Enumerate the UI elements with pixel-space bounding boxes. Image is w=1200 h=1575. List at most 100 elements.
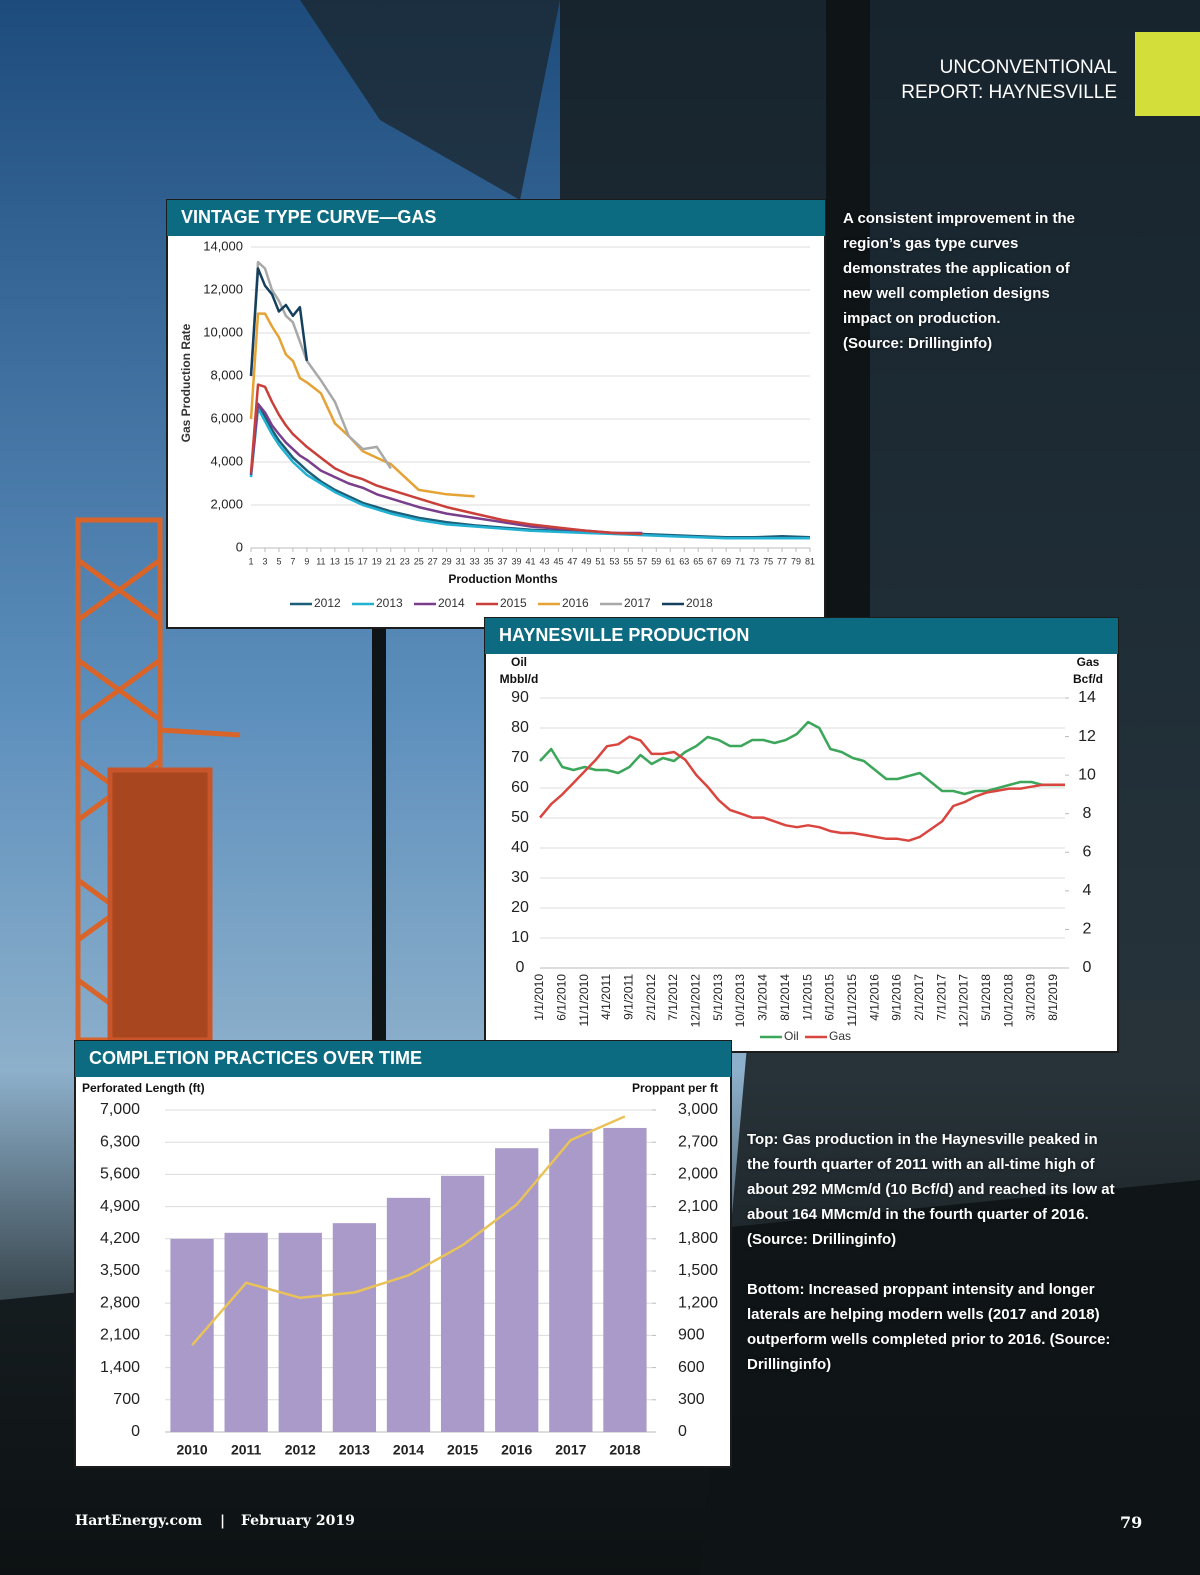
x-tick-label: 61 [665, 556, 675, 566]
y-tick-label: 700 [113, 1391, 140, 1408]
section-header-line: UNCONVENTIONAL [939, 57, 1117, 78]
x-tick-label: 29 [442, 556, 452, 566]
x-tick-label: 33 [470, 556, 480, 566]
chart-title-bar [485, 618, 1118, 654]
x-tick-label: 7 [290, 556, 295, 566]
x-tick-label: 11 [316, 556, 325, 566]
y2-tick-label: 6 [1083, 844, 1092, 861]
series-line [191, 1115, 626, 1346]
bar [386, 1197, 431, 1432]
y2-axis-title: Bcf/d [1073, 672, 1103, 686]
y-tick-label: 50 [511, 809, 529, 826]
y2-tick-label: 14 [1078, 689, 1096, 706]
series-line [249, 267, 309, 377]
x-tick-label: 7/1/2017 [934, 974, 948, 1021]
y-tick-label: 1,400 [100, 1359, 140, 1376]
y2-tick-label: 12 [1078, 728, 1096, 745]
chart-title-bar [75, 1041, 731, 1077]
x-tick-label: 69 [721, 556, 731, 566]
legend-label: 2012 [314, 596, 341, 610]
x-tick-label: 79 [791, 556, 801, 566]
x-tick-label: 75 [763, 556, 773, 566]
y-axis-title: Perforated Length (ft) [82, 1081, 205, 1095]
x-tick-label: 43 [539, 556, 549, 566]
x-tick-label: 1/1/2010 [532, 974, 546, 1021]
x-tick-label: 77 [777, 556, 787, 566]
y-tick-label: 4,000 [210, 453, 243, 468]
y2-tick-label: 0 [1083, 959, 1092, 976]
x-tick-label: 45 [553, 556, 563, 566]
x-tick-label: 17 [358, 556, 368, 566]
x-tick-label: 31 [456, 556, 466, 566]
y-tick-label: 5,600 [100, 1166, 140, 1183]
x-tick-label: 27 [428, 556, 438, 566]
x-tick-label: 2014 [393, 1442, 424, 1458]
caption: A consistent improvement in the region’s… [843, 206, 1088, 356]
y2-tick-label: 900 [678, 1327, 705, 1344]
y-tick-label: 0 [236, 539, 243, 554]
caption-text: Bottom: Increased proppant intensity and… [747, 1281, 1111, 1373]
y2-axis-title: Gas [1077, 655, 1100, 669]
chart-panel [484, 617, 1119, 1053]
y-axis-title: Oil [511, 655, 527, 669]
chart-title-bar [167, 200, 825, 236]
series-line [249, 402, 643, 535]
x-tick-label: 11/1/2015 [845, 974, 859, 1027]
x-tick-label: 21 [386, 556, 396, 566]
x-tick-label: 1 [248, 556, 253, 566]
tree-trunk [372, 620, 386, 1040]
y-tick-label: 7,000 [100, 1101, 140, 1118]
tree-silhouette [300, 0, 560, 200]
y2-tick-label: 2,100 [678, 1198, 718, 1215]
x-tick-label: 41 [525, 556, 535, 566]
chart-title: COMPLETION PRACTICES OVER TIME [89, 1048, 422, 1068]
x-tick-label: 2012 [285, 1442, 316, 1458]
y-tick-label: 6,300 [100, 1133, 140, 1150]
y-tick-label: 2,000 [210, 496, 243, 511]
x-axis-title: Production Months [448, 572, 558, 586]
legend-label: 2018 [686, 596, 713, 610]
x-tick-label: 3 [262, 556, 267, 566]
y2-tick-label: 1,200 [678, 1294, 718, 1311]
y2-tick-label: 300 [678, 1391, 705, 1408]
legend-label: 2017 [624, 596, 651, 610]
x-tick-label: 2010 [176, 1442, 207, 1458]
x-tick-label: 4/1/2016 [867, 974, 881, 1021]
y-tick-label: 4,900 [100, 1198, 140, 1215]
x-tick-label: 4/1/2011 [599, 974, 613, 1020]
caption-text: A consistent improvement in the region’s… [843, 210, 1075, 327]
x-tick-label: 6/1/2015 [823, 974, 837, 1021]
y-tick-label: 10 [511, 929, 529, 946]
y-tick-label: 2,800 [100, 1294, 140, 1311]
x-tick-label: 57 [637, 556, 647, 566]
x-tick-label: 2016 [501, 1442, 532, 1458]
x-tick-label: 1/1/2015 [800, 974, 814, 1021]
footer-separator: | [220, 1513, 226, 1529]
x-tick-label: 49 [581, 556, 591, 566]
caption: Bottom: Increased proppant intensity and… [747, 1277, 1122, 1377]
legend-label: Gas [829, 1029, 851, 1043]
series-line [539, 720, 1065, 796]
x-tick-label: 55 [623, 556, 633, 566]
y-tick-label: 0 [516, 959, 525, 976]
y-tick-label: 60 [511, 779, 529, 796]
series-line [249, 312, 475, 498]
section-header-line: REPORT: HAYNESVILLE [901, 82, 1117, 103]
x-tick-label: 2013 [339, 1442, 370, 1458]
x-tick-label: 13 [330, 556, 340, 566]
bar [224, 1232, 268, 1432]
legend-label: 2014 [438, 596, 465, 610]
x-tick-label: 2015 [447, 1442, 478, 1458]
x-tick-label: 5/1/2018 [979, 974, 993, 1021]
y-tick-label: 0 [131, 1423, 140, 1440]
x-tick-label: 3/1/2019 [1024, 974, 1038, 1021]
x-tick-label: 2/1/2017 [912, 974, 926, 1021]
y-tick-label: 6,000 [210, 410, 243, 425]
x-tick-label: 59 [651, 556, 661, 566]
x-tick-label: 8/1/2019 [1046, 974, 1060, 1021]
x-tick-label: 23 [400, 556, 410, 566]
bar [549, 1128, 593, 1432]
legend-label: 2013 [376, 596, 403, 610]
x-tick-label: 2/1/2012 [644, 974, 658, 1021]
y2-tick-label: 8 [1083, 805, 1092, 822]
